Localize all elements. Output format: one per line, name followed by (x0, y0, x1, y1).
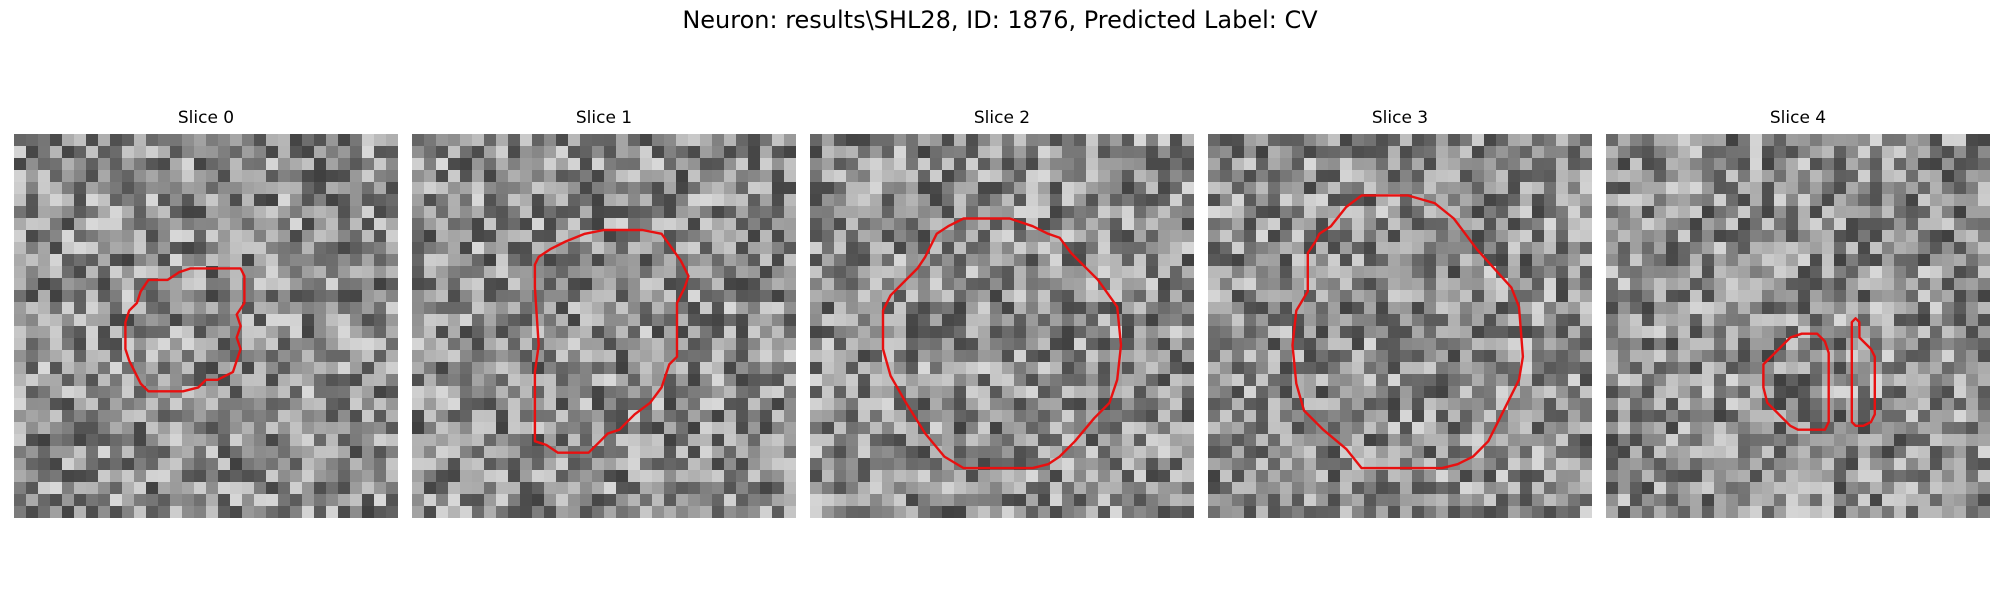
slice-title: Slice 3 (1371, 108, 1429, 128)
roi-contour (533, 228, 690, 454)
slice-title: Slice 1 (575, 108, 633, 128)
figure-title: Neuron: results\SHL28, ID: 1876, Predict… (682, 6, 1318, 34)
roi-contour (1850, 317, 1876, 427)
slice-title: Slice 0 (177, 108, 235, 128)
roi-contour (881, 217, 1123, 470)
roi-contour (1762, 332, 1830, 431)
slice-image (810, 134, 1194, 518)
slice-image (1208, 134, 1592, 518)
pixel-grid (14, 134, 398, 518)
slice-image (412, 134, 796, 518)
slice-title: Slice 2 (973, 108, 1031, 128)
slice-title: Slice 4 (1769, 108, 1827, 128)
roi-contour (124, 267, 246, 393)
slice-image (1606, 134, 1990, 518)
roi-contour (1291, 194, 1525, 470)
pixel-grid (412, 134, 796, 518)
pixel-grid (1606, 134, 1990, 518)
slice-image (14, 134, 398, 518)
pixel-grid (810, 134, 1194, 518)
pixel-grid (1208, 134, 1592, 518)
